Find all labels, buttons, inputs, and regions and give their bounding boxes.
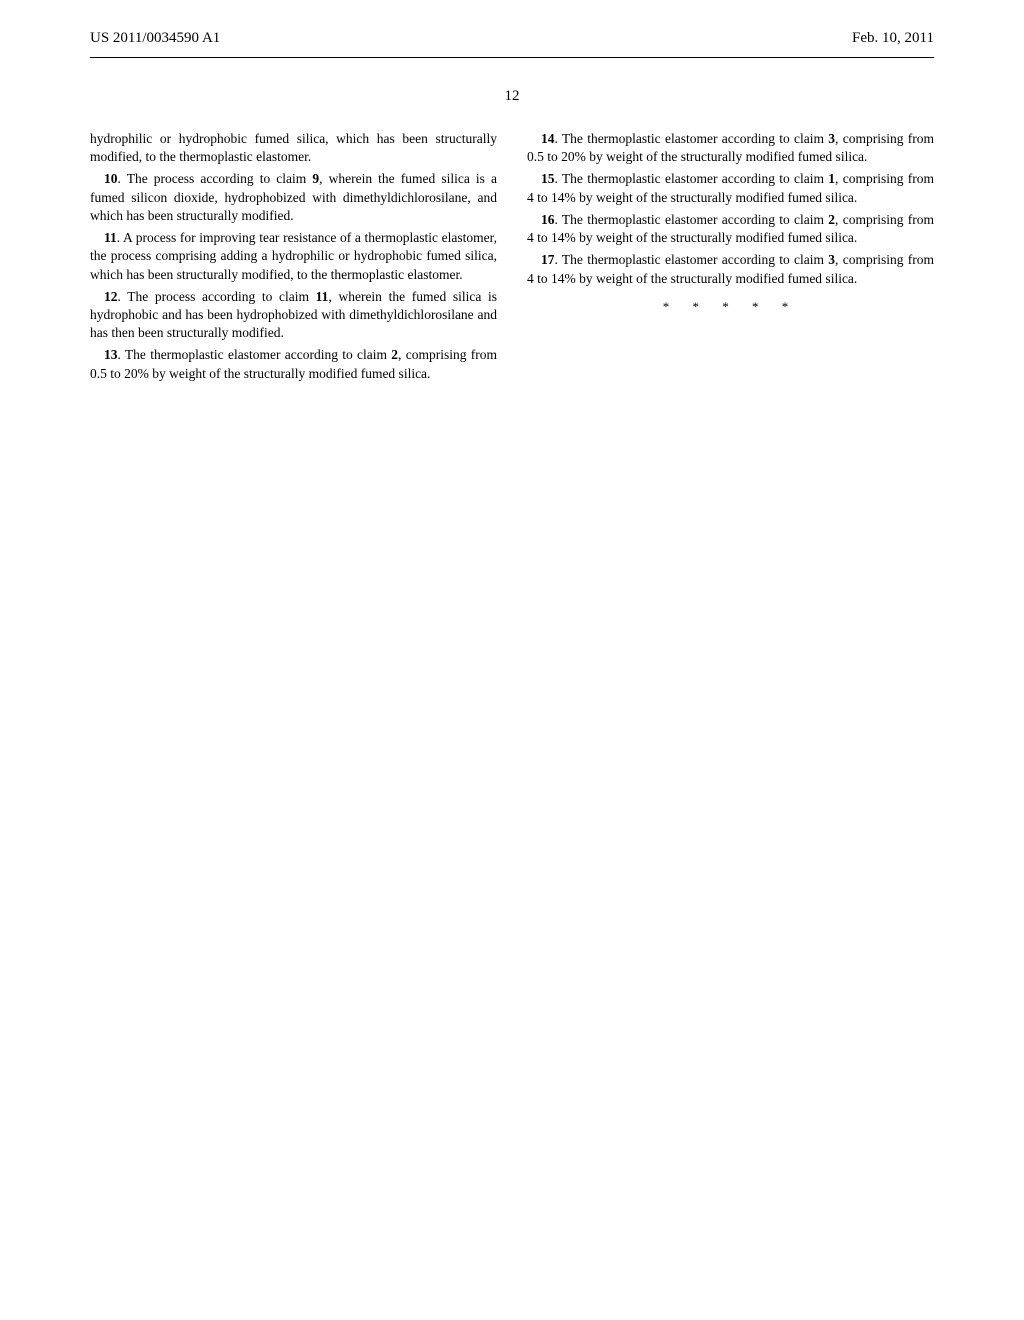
claim-13: 13. The thermoplastic elastomer accordin… — [90, 346, 497, 382]
claim-number: 11 — [104, 230, 117, 245]
claim-14: 14. The thermoplastic elastomer accordin… — [527, 130, 934, 166]
claim-number: 14 — [541, 131, 555, 146]
document-end-marks: * * * * * — [527, 298, 934, 316]
claim-10: 10. The process according to claim 9, wh… — [90, 170, 497, 225]
left-column: hydrophilic or hydrophobic fumed silica,… — [90, 130, 497, 387]
application-number: US 2011/0034590 A1 — [90, 30, 220, 47]
page-number: 12 — [0, 88, 1024, 105]
claim-number: 10 — [104, 171, 118, 186]
claim-reference: 11 — [316, 289, 329, 304]
claim-16: 16. The thermoplastic elastomer accordin… — [527, 211, 934, 247]
claim-9-continuation: hydrophilic or hydrophobic fumed silica,… — [90, 130, 497, 166]
claim-11: 11. A process for improving tear resista… — [90, 229, 497, 284]
claim-12: 12. The process according to claim 11, w… — [90, 288, 497, 343]
header-divider — [90, 57, 934, 58]
content-body: hydrophilic or hydrophobic fumed silica,… — [0, 130, 1024, 387]
claim-number: 12 — [104, 289, 118, 304]
publication-date: Feb. 10, 2011 — [852, 30, 934, 47]
claim-15: 15. The thermoplastic elastomer accordin… — [527, 170, 934, 206]
claim-number: 13 — [104, 347, 118, 362]
document-header: US 2011/0034590 A1 Feb. 10, 2011 — [0, 0, 1024, 57]
claim-number: 16 — [541, 212, 555, 227]
claim-number: 17 — [541, 252, 555, 267]
claim-17: 17. The thermoplastic elastomer accordin… — [527, 251, 934, 287]
right-column: 14. The thermoplastic elastomer accordin… — [527, 130, 934, 387]
claim-number: 15 — [541, 171, 555, 186]
